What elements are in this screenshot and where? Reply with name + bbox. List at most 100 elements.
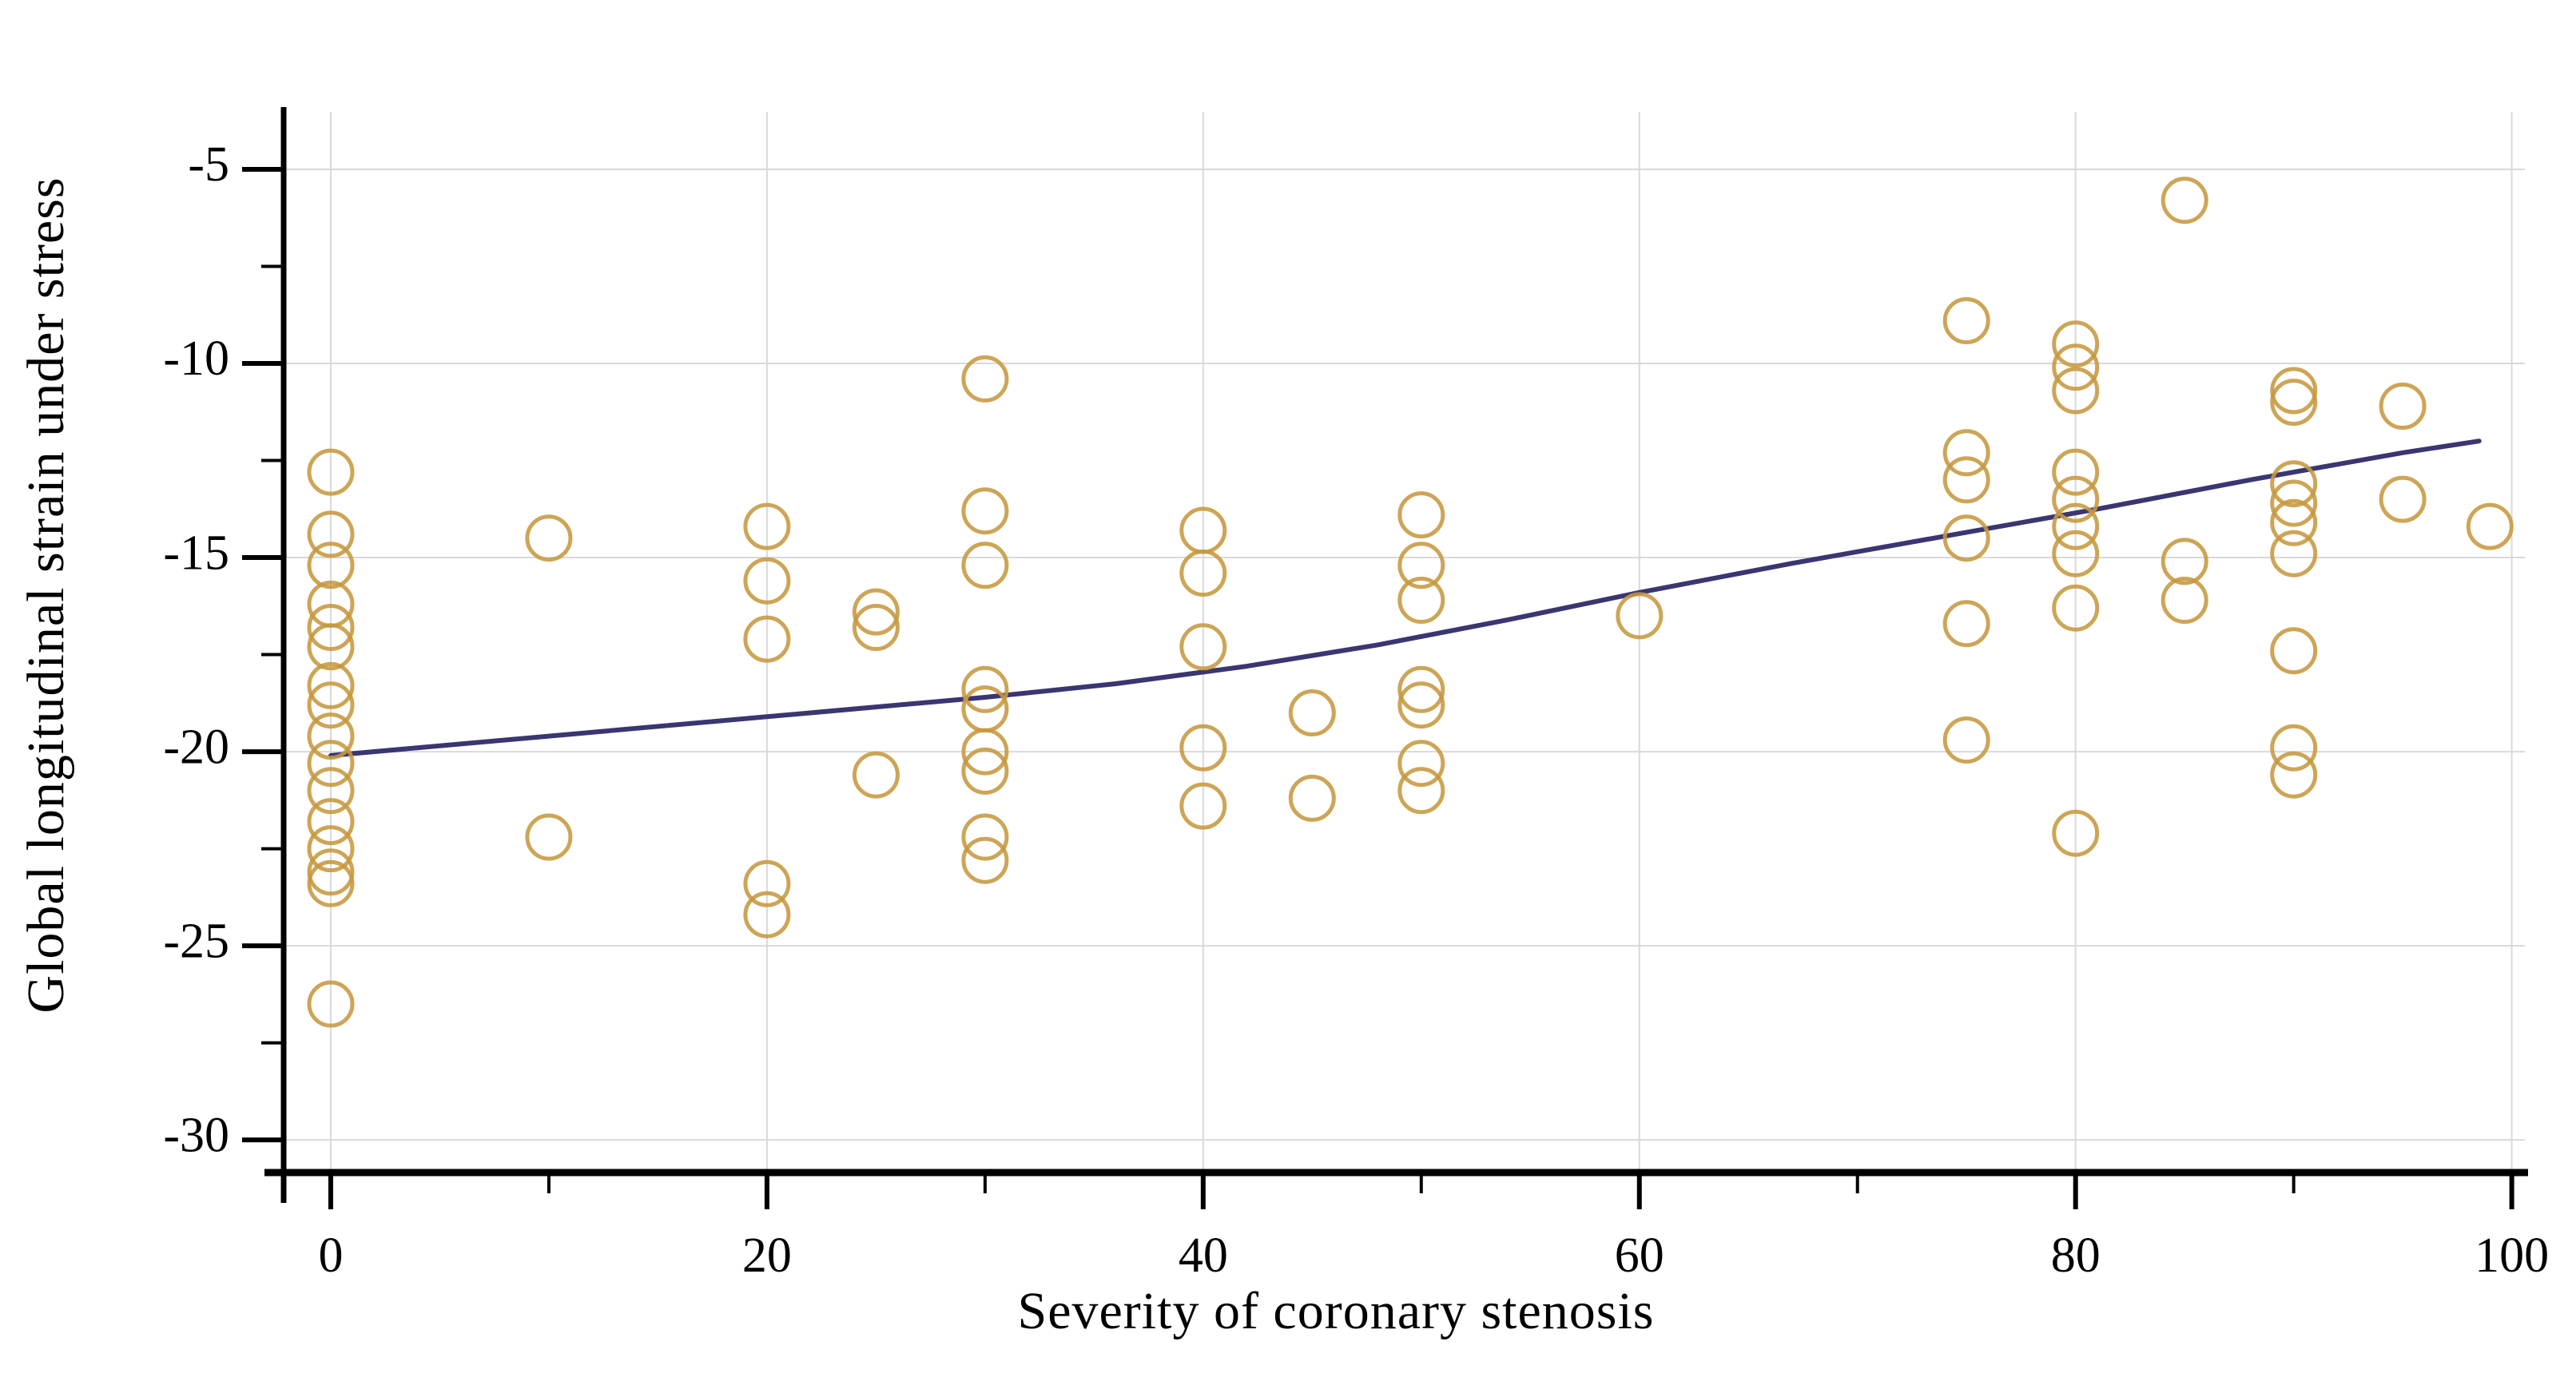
data-point bbox=[2270, 479, 2318, 527]
data-point bbox=[307, 712, 355, 760]
y-tick-label: -20 bbox=[163, 720, 229, 774]
data-point bbox=[961, 665, 1009, 713]
axes bbox=[264, 107, 2528, 1203]
data-point bbox=[307, 510, 355, 558]
y-tick-label: -5 bbox=[188, 137, 229, 192]
data-point bbox=[1942, 514, 1990, 562]
data-point bbox=[852, 751, 900, 799]
y-tick-label: -10 bbox=[163, 331, 229, 386]
data-point bbox=[2270, 627, 2318, 675]
data-point bbox=[2379, 383, 2427, 430]
data-point bbox=[307, 859, 355, 907]
data-point bbox=[1397, 767, 1445, 815]
y-tick-label: -15 bbox=[163, 526, 229, 580]
data-point bbox=[2052, 530, 2100, 577]
data-point bbox=[307, 661, 355, 709]
data-point bbox=[961, 542, 1009, 589]
data-point bbox=[1288, 689, 1336, 736]
data-point bbox=[961, 728, 1009, 776]
data-point bbox=[2270, 751, 2318, 799]
x-axis-title: Severity of coronary stenosis bbox=[1017, 1282, 1655, 1340]
data-point bbox=[307, 980, 355, 1028]
data-point bbox=[1397, 681, 1445, 729]
data-point bbox=[1179, 623, 1227, 671]
data-point bbox=[2270, 498, 2318, 546]
data-point bbox=[961, 836, 1009, 884]
data-point bbox=[307, 798, 355, 846]
data-point bbox=[1942, 456, 1990, 504]
data-point bbox=[1397, 665, 1445, 713]
x-tick-label: 60 bbox=[1615, 1228, 1664, 1283]
trend-line bbox=[328, 439, 2482, 758]
data-point bbox=[743, 859, 791, 907]
data-point bbox=[307, 604, 355, 651]
data-point bbox=[852, 588, 900, 636]
y-tick-label: -25 bbox=[163, 914, 229, 968]
data-point bbox=[2270, 460, 2318, 508]
data-point bbox=[307, 848, 355, 896]
data-point bbox=[2161, 577, 2208, 624]
data-point bbox=[743, 502, 791, 550]
data-point bbox=[1397, 491, 1445, 539]
scatter-points bbox=[307, 177, 2514, 1028]
data-point bbox=[1288, 774, 1336, 822]
data-point bbox=[1397, 542, 1445, 589]
data-point bbox=[1942, 297, 1990, 344]
regression-line bbox=[328, 439, 2482, 758]
data-point bbox=[525, 514, 573, 562]
y-tick-label: -30 bbox=[163, 1108, 229, 1162]
data-point bbox=[1942, 600, 1990, 648]
data-point bbox=[2052, 343, 2100, 391]
data-point bbox=[2270, 530, 2318, 577]
data-point bbox=[2161, 538, 2208, 585]
data-point bbox=[2052, 475, 2100, 523]
data-point bbox=[2466, 502, 2514, 550]
x-tick-label: 80 bbox=[2051, 1228, 2101, 1283]
data-point bbox=[2161, 177, 2208, 224]
data-point bbox=[961, 685, 1009, 733]
data-point bbox=[961, 487, 1009, 535]
data-point bbox=[852, 604, 900, 651]
data-point bbox=[2052, 584, 2100, 632]
data-point bbox=[2052, 448, 2100, 496]
data-point bbox=[743, 557, 791, 605]
data-point bbox=[525, 813, 573, 861]
data-point bbox=[307, 623, 355, 671]
data-point bbox=[1616, 592, 1664, 640]
data-point bbox=[307, 681, 355, 729]
data-point bbox=[2052, 320, 2100, 368]
data-point bbox=[307, 825, 355, 873]
data-point bbox=[1942, 716, 1990, 764]
data-point bbox=[961, 747, 1009, 795]
data-point bbox=[307, 542, 355, 589]
data-point bbox=[1397, 740, 1445, 788]
data-point bbox=[2270, 367, 2318, 415]
data-point bbox=[307, 740, 355, 788]
data-point bbox=[2270, 724, 2318, 772]
data-point bbox=[743, 615, 791, 663]
gridlines bbox=[284, 112, 2525, 1173]
x-tick-label: 100 bbox=[2475, 1228, 2549, 1283]
data-point bbox=[307, 767, 355, 815]
data-point bbox=[1179, 550, 1227, 597]
data-point bbox=[2270, 379, 2318, 427]
data-point bbox=[961, 355, 1009, 403]
data-point bbox=[2052, 367, 2100, 415]
data-point bbox=[2052, 809, 2100, 857]
data-point bbox=[1942, 429, 1990, 477]
x-tick-label: 20 bbox=[742, 1228, 792, 1283]
data-point bbox=[2379, 475, 2427, 523]
data-point bbox=[743, 891, 791, 939]
y-axis-title: Global longitudinal strain under stress bbox=[17, 177, 75, 1014]
x-tick-label: 40 bbox=[1179, 1228, 1228, 1283]
data-point bbox=[2052, 502, 2100, 550]
axis-ticks bbox=[242, 166, 2514, 1209]
data-point bbox=[1179, 724, 1227, 772]
data-point bbox=[307, 448, 355, 496]
tick-labels: -5 -10 -15 -20 -25 -30 0 20 40 60 80 100 bbox=[163, 137, 2549, 1283]
data-point bbox=[1397, 577, 1445, 624]
data-point bbox=[1179, 782, 1227, 830]
x-tick-label: 0 bbox=[318, 1228, 343, 1283]
